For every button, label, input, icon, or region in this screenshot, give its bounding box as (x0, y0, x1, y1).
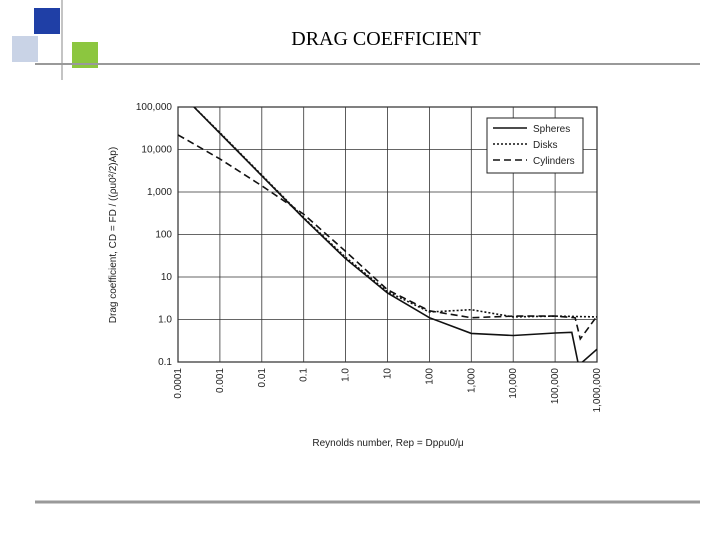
y-axis-label: Drag coefficient, CD = FD / ((ρu0²/2)Ap) (108, 147, 119, 323)
y-tick-label: 10,000 (141, 145, 172, 156)
x-tick-label: 0.001 (215, 368, 226, 393)
legend-label: Cylinders (533, 156, 575, 167)
x-tick-label: 0.0001 (173, 368, 184, 399)
legend-label: Spheres (533, 124, 570, 135)
deco-square (34, 8, 60, 34)
x-tick-label: 0.01 (257, 368, 268, 388)
y-tick-label: 100 (155, 230, 172, 241)
legend-box (486, 117, 584, 174)
chart-title: DRAG COEFFICIENT (291, 28, 480, 50)
series-line (178, 134, 597, 341)
x-tick-label: 10,000 (508, 368, 519, 399)
x-tick-label: 1.0 (341, 368, 352, 382)
plot: 0.1 1.0 10 100 1,000 10,000 100,000 0.0001 0.001… (136, 102, 603, 413)
deco-square (12, 36, 38, 62)
x-tick-label: 0.1 (299, 368, 310, 382)
x-tick-label: 1,000,000 (592, 368, 603, 413)
y-tick-label: 10 (161, 272, 173, 283)
x-axis-label: Reynolds number, Rep = Dpρu0/μ (312, 438, 463, 449)
x-tick-label: 100,000 (550, 368, 561, 405)
y-tick-label: 0.1 (158, 357, 172, 368)
y-tick-label: 100,000 (136, 102, 173, 113)
x-tick-label: 1,000 (466, 368, 477, 393)
y-tick-label: 1,000 (147, 187, 172, 198)
x-tick-label: 100 (424, 368, 435, 385)
y-tick-label: 1.0 (158, 315, 172, 326)
x-tick-label: 10 (383, 368, 394, 380)
legend-label: Disks (533, 140, 557, 151)
